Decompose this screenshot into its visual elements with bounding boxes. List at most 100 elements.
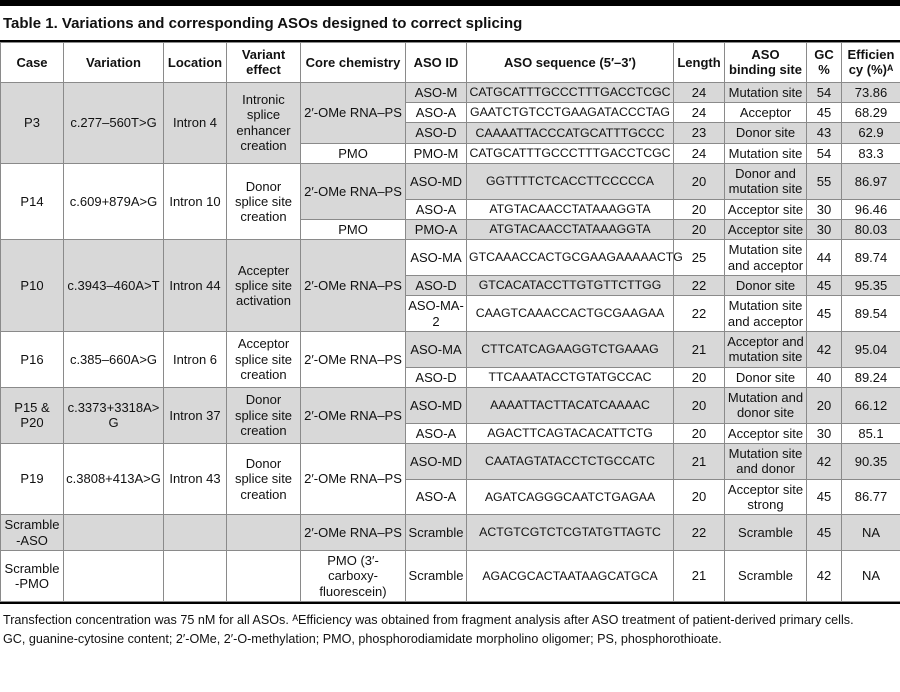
table-title: Table 1. Variations and corresponding AS… xyxy=(0,6,900,42)
length-cell: 20 xyxy=(673,422,725,444)
binding-site-cell: Acceptor and mutation site xyxy=(724,330,807,368)
core-chemistry-cell: PMO xyxy=(300,218,406,241)
aso-id-cell: ASO-MA xyxy=(405,330,467,368)
gc-cell: 55 xyxy=(806,162,842,200)
location-cell: Intron 37 xyxy=(163,386,227,444)
case-cell: P19 xyxy=(0,442,64,516)
column-header-efficiency: Efficiency (%)ᴬ xyxy=(841,42,900,83)
table-row: ASO-A AGATCAGGGCAATCTGAGAA 20 Acceptor site… xyxy=(1,478,900,516)
length-cell: 24 xyxy=(673,142,725,164)
gc-cell: 43 xyxy=(806,122,842,144)
gc-cell: 30 xyxy=(806,422,842,444)
column-header-binding-site: ASO binding site xyxy=(724,42,807,83)
gc-cell: 44 xyxy=(806,239,842,276)
sequence-cell: AGATCAGGGCAATCTGAGAA xyxy=(466,478,674,516)
column-header-variant-effect: Variant effect xyxy=(226,42,301,83)
case-cell: P3 xyxy=(0,81,64,164)
column-header-aso-sequence: ASO sequence (5′–3′) xyxy=(466,42,674,83)
aso-id-cell: ASO-MD xyxy=(405,386,467,424)
table-row: PMO PMO-M CATGCATTTGCCCTTTGACCTCGC 24 Mutati… xyxy=(1,142,900,164)
table-row: ASO-A AGACTTCAGTACACATTCTG 20 Acceptor site… xyxy=(1,422,900,444)
variation-cell xyxy=(63,549,164,602)
binding-site-cell: Acceptor xyxy=(724,101,807,124)
core-chemistry-cell: PMO (3′-carboxy-fluorescein) xyxy=(300,549,406,602)
efficiency-cell: 66.12 xyxy=(841,386,900,424)
sequence-cell: ATGTACAACCTATAAAGGTA xyxy=(466,218,674,241)
binding-site-cell: Mutation site and donor xyxy=(724,442,807,480)
case-cell: P15 & P20 xyxy=(0,386,64,444)
variant-effect-cell: Donor splice site creation xyxy=(226,442,301,516)
table-row: P19 c.3808+413A>G Intron 43 Donor splice si… xyxy=(0,442,900,516)
table-header: Case Variation Location Variant effect C… xyxy=(0,42,900,83)
length-cell: 20 xyxy=(673,198,725,220)
binding-site-cell: Donor site xyxy=(724,122,807,144)
variation-cell: c.385–660A>G xyxy=(63,330,164,388)
gc-cell: 42 xyxy=(806,330,842,368)
column-header-core-chemistry: Core chemistry xyxy=(300,42,406,83)
sequence-cell: CTTCATCAGAAGGTCTGAAAG xyxy=(466,330,674,368)
length-cell: 22 xyxy=(673,274,725,297)
binding-site-cell: Acceptor site xyxy=(724,422,807,444)
sequence-cell: CATGCATTTGCCCTTTGACCTCGC xyxy=(466,142,674,164)
efficiency-cell: 89.74 xyxy=(841,239,900,276)
efficiency-cell: 86.77 xyxy=(841,478,900,516)
length-cell: 21 xyxy=(673,442,725,480)
aso-id-cell: ASO-A xyxy=(405,101,467,124)
core-chemistry-cell: 2′-OMe RNA–PS xyxy=(300,330,406,388)
variant-effect-cell xyxy=(226,549,301,602)
aso-id-cell: ASO-MA xyxy=(405,239,467,276)
aso-id-cell: ASO-M xyxy=(405,81,467,103)
sequence-cell: TTCAAATACCTGTATGCCAC xyxy=(466,366,674,388)
length-cell: 22 xyxy=(673,295,725,332)
location-cell: Intron 4 xyxy=(163,81,227,164)
core-chemistry-cell: 2′-OMe RNA–PS xyxy=(300,386,406,444)
table-row: P10 c.3943–460A>T Intron 44 Accepter splice… xyxy=(0,239,900,332)
location-cell xyxy=(163,549,227,602)
footnote-1: Transfection concentration was 75 nM for… xyxy=(3,612,854,627)
gc-cell: 40 xyxy=(806,366,842,388)
sequence-cell: GGTTTTCTCACCTTCCCCCA xyxy=(466,162,674,200)
location-cell: Intron 44 xyxy=(163,239,227,332)
gc-cell: 45 xyxy=(806,274,842,297)
variant-effect-cell xyxy=(226,514,301,551)
core-chemistry-cell: 2′-OMe RNA–PS xyxy=(300,442,406,516)
efficiency-cell: 83.3 xyxy=(841,142,900,164)
footnote-2: GC, guanine-cytosine content; 2′-OMe, 2′… xyxy=(3,631,722,646)
aso-id-cell: ASO-MD xyxy=(405,162,467,200)
location-cell xyxy=(163,514,227,551)
sequence-cell: CAATAGTATACCTCTGCCATC xyxy=(466,442,674,480)
binding-site-cell: Mutation and donor site xyxy=(724,386,807,424)
efficiency-cell: 89.54 xyxy=(841,295,900,332)
column-header-length: Length xyxy=(673,42,725,83)
table-row: Scramble-PMO PMO (3′-carboxy-fluorescein)… xyxy=(0,549,900,602)
sequence-cell: GTCACATACCTTGTGTTCTTGG xyxy=(466,274,674,297)
efficiency-cell: 80.03 xyxy=(841,218,900,241)
gc-cell: 54 xyxy=(806,81,842,103)
aso-id-cell: PMO-A xyxy=(405,218,467,241)
gc-cell: 42 xyxy=(806,442,842,480)
location-cell: Intron 6 xyxy=(163,330,227,388)
column-header-case: Case xyxy=(0,42,64,83)
efficiency-cell: 95.35 xyxy=(841,274,900,297)
case-cell: Scramble-ASO xyxy=(0,514,64,551)
gc-cell: 45 xyxy=(806,295,842,332)
sequence-cell: CAAAATTACCCATGCATTTGCCC xyxy=(466,122,674,144)
length-cell: 20 xyxy=(673,162,725,200)
location-cell: Intron 43 xyxy=(163,442,227,516)
table-footnotes: Transfection concentration was 75 nM for… xyxy=(0,604,900,656)
aso-id-cell: ASO-A xyxy=(405,422,467,444)
binding-site-cell: Scramble xyxy=(724,549,807,602)
length-cell: 24 xyxy=(673,101,725,124)
core-chemistry-cell: 2′-OMe RNA–PS xyxy=(300,81,406,144)
table-row: P3 c.277–560T>G Intron 4 Intronic splice en… xyxy=(0,81,900,164)
sequence-cell: AGACTTCAGTACACATTCTG xyxy=(466,422,674,444)
core-chemistry-cell: 2′-OMe RNA–PS xyxy=(300,162,406,220)
efficiency-cell: 85.1 xyxy=(841,422,900,444)
sequence-cell: CAAGTCAAACCACTGCGAAGAA xyxy=(466,295,674,332)
table-row: P15 & P20 c.3373+3318A>G Intron 37 Donor sp… xyxy=(0,386,900,444)
gc-cell: 45 xyxy=(806,514,842,551)
aso-id-cell: ASO-MD xyxy=(405,442,467,480)
table-row: ASO-MA-2 CAAGTCAAACCACTGCGAAGAA 22 Mutation… xyxy=(1,295,900,332)
table-row: ASO-D CAAAATTACCCATGCATTTGCCC 23 Donor site… xyxy=(1,122,900,144)
gc-cell: 54 xyxy=(806,142,842,164)
